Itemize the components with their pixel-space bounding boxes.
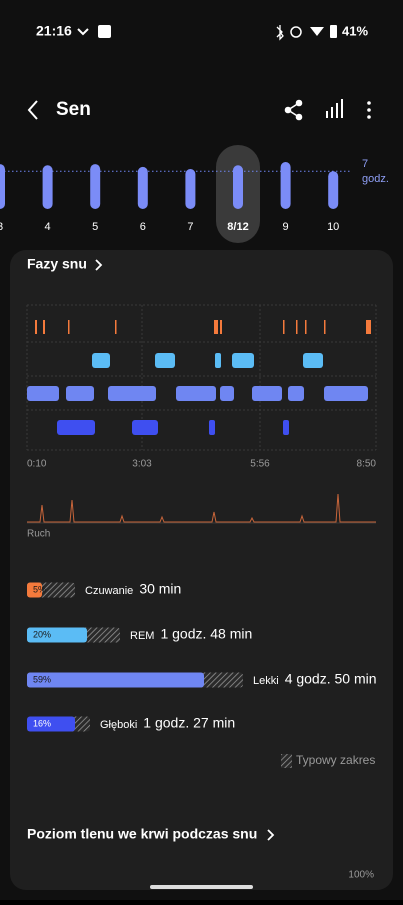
- day-bar: [328, 171, 339, 209]
- day-label[interactable]: 10: [327, 221, 339, 233]
- page-title: Sen: [56, 99, 91, 120]
- day-label[interactable]: 9: [283, 221, 289, 233]
- status-icon: [98, 25, 111, 38]
- stage-bar: [27, 582, 42, 598]
- stage-bar: [27, 627, 87, 643]
- section-title[interactable]: Fazy snu: [27, 256, 87, 272]
- goal-label: 7: [362, 158, 368, 170]
- back-button[interactable]: [27, 100, 38, 120]
- stage-name: Czuwanie: [85, 585, 133, 597]
- legend-label: Typowy zakres: [296, 753, 375, 767]
- chevron: [267, 829, 275, 841]
- oxygen-axis-label: 100%: [348, 870, 374, 881]
- day-bar: [137, 166, 148, 209]
- time-label: 8:50: [357, 459, 377, 470]
- hypnogram: [27, 320, 371, 435]
- day-label[interactable]: 5: [92, 221, 98, 233]
- movement-label: Ruch: [27, 529, 50, 540]
- time-label: 3:03: [132, 459, 152, 470]
- share-button[interactable]: [284, 99, 303, 121]
- wifi-icon: [310, 27, 324, 36]
- day-bar: [0, 164, 5, 209]
- bt-icon: [276, 25, 284, 41]
- legend-swatch: [281, 754, 292, 768]
- day-bar: [42, 165, 53, 209]
- day-label[interactable]: 6: [140, 221, 146, 233]
- menu-button[interactable]: [367, 101, 371, 119]
- status-icon: [77, 28, 89, 36]
- stage-name: REM: [130, 630, 154, 642]
- chevron: [95, 259, 103, 271]
- stage-duration: 1 godz. 48 min: [160, 626, 252, 642]
- stats-button[interactable]: [326, 99, 343, 118]
- stage-bar: [27, 672, 204, 688]
- home-indicator: [150, 885, 253, 889]
- stage-percent: 16%: [33, 718, 51, 728]
- section-title[interactable]: Poziom tlenu we krwi podczas snu: [27, 826, 257, 842]
- stage-duration: 4 godz. 50 min: [285, 671, 377, 687]
- day-bar: [233, 165, 243, 209]
- dnd-icon: [290, 26, 302, 38]
- stage-bar: [27, 716, 75, 732]
- stage-name: Głęboki: [100, 719, 137, 731]
- stage-duration: 1 godz. 27 min: [143, 715, 235, 731]
- battery-icon: [330, 25, 337, 38]
- time-label: 0:10: [27, 459, 47, 470]
- day-label[interactable]: 7: [187, 221, 193, 233]
- stage-duration: 30 min: [139, 581, 181, 597]
- card: [10, 250, 393, 890]
- stage-percent: 59%: [33, 674, 51, 684]
- stage-percent: 20%: [33, 629, 51, 639]
- day-label[interactable]: 8/12: [227, 221, 248, 233]
- time-label: 5:56: [250, 459, 270, 470]
- stage-percent: 5%: [33, 584, 46, 594]
- day-bar: [280, 162, 291, 209]
- day-label[interactable]: 4: [45, 221, 51, 233]
- clock: 21:16: [36, 23, 72, 39]
- day-bar: [185, 169, 196, 209]
- movement-line: [27, 493, 376, 523]
- battery: 41%: [342, 23, 368, 38]
- day-label[interactable]: 3: [0, 221, 3, 233]
- day-bar: [90, 164, 101, 209]
- stage-name: Lekki: [253, 675, 279, 687]
- goal-unit: godz.: [362, 173, 389, 185]
